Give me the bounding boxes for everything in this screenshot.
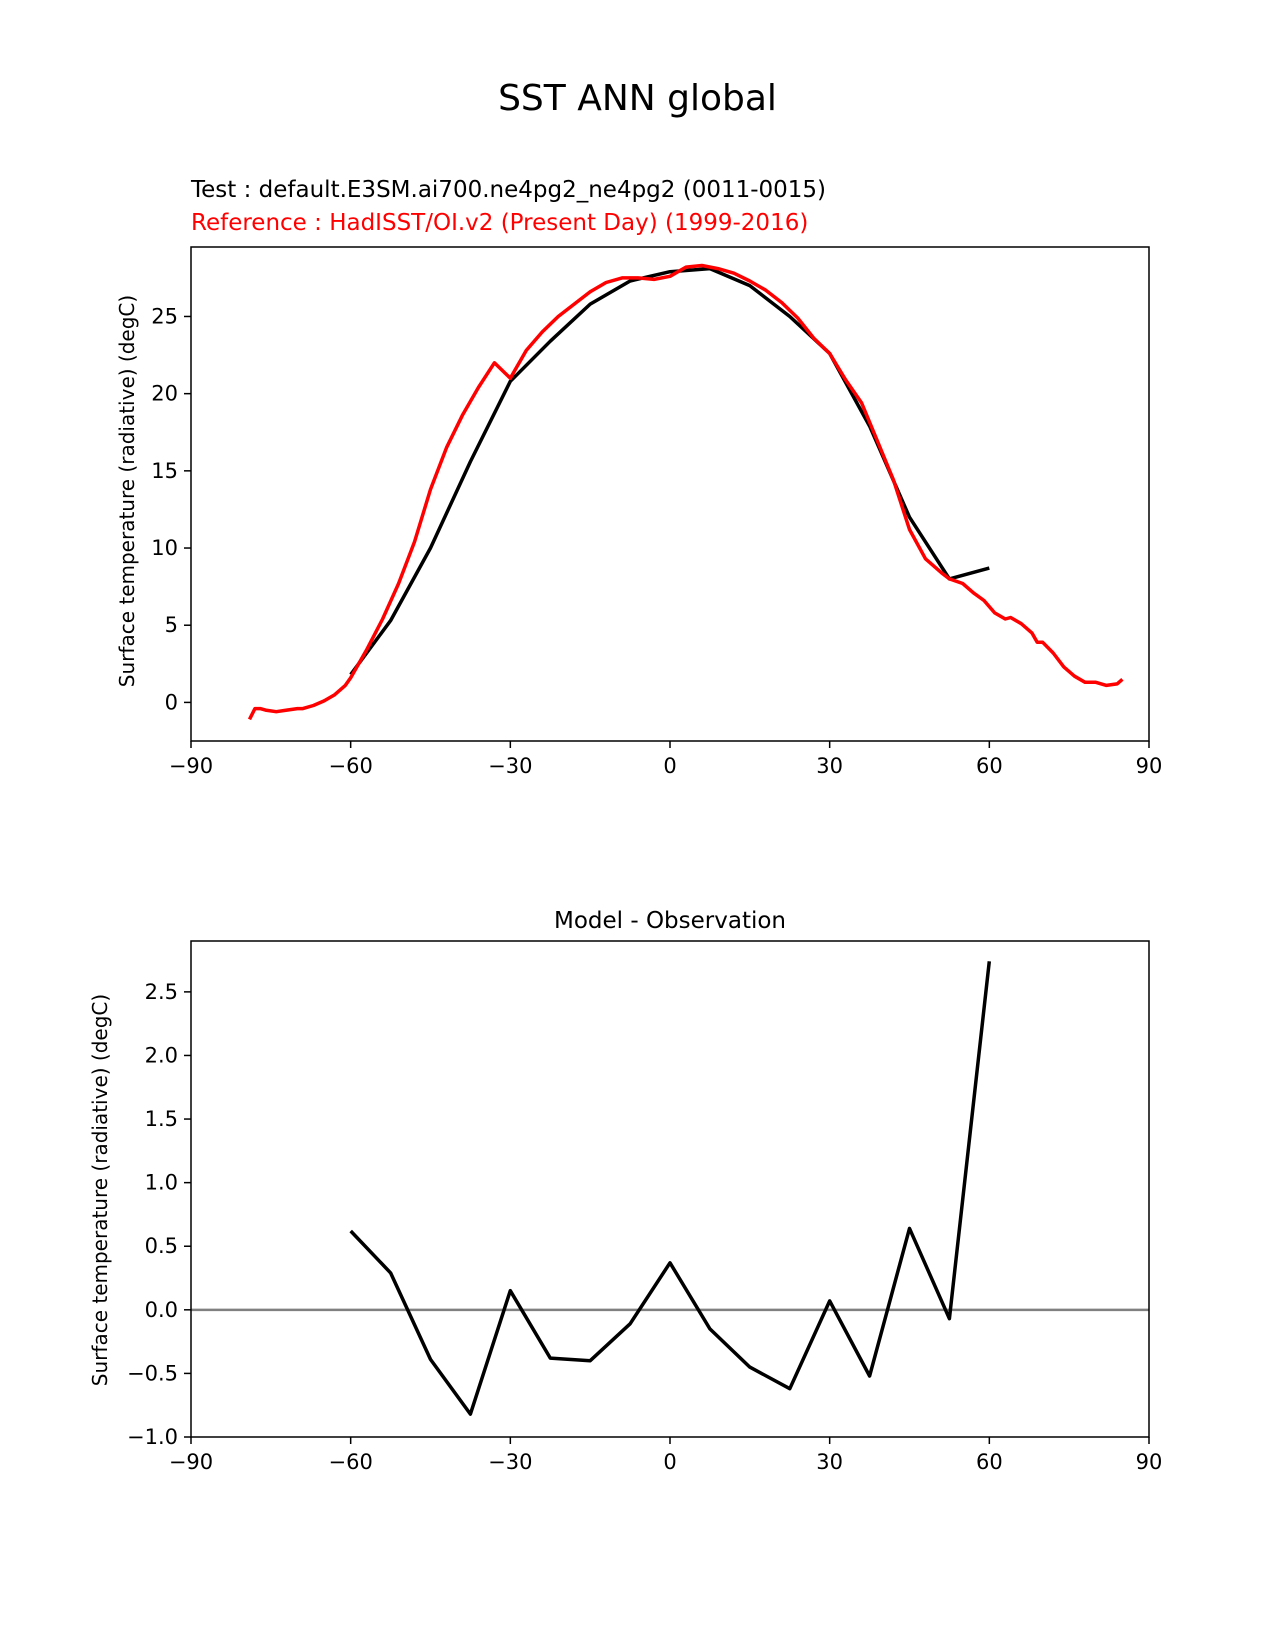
x-tick-label: 60 — [976, 754, 1003, 778]
x-tick-label: 90 — [1136, 754, 1163, 778]
x-tick-label: −30 — [488, 1450, 532, 1474]
x-tick-label: 0 — [663, 1450, 676, 1474]
y-tick-label: 1.0 — [145, 1171, 178, 1195]
top-lines — [247, 263, 1124, 721]
x-tick-label: 90 — [1136, 1450, 1163, 1474]
x-tick-label: 30 — [816, 1450, 843, 1474]
bottom-plot: Model - Observation Surface temperature … — [88, 908, 1162, 1474]
bottom-axes-frame — [190, 940, 1150, 1438]
y-tick-label: −0.5 — [127, 1361, 178, 1385]
x-tick-label: −60 — [329, 1450, 373, 1474]
reference-label: Reference : HadISST/OI.v2 (Present Day) … — [191, 210, 808, 236]
y-tick-label: 25 — [151, 304, 178, 328]
bottom-ticks: −90 −60 −30 0 30 60 90 −1.0 −0.5 0.0 0.5 1.0 1.5 2.0 2… — [127, 980, 1162, 1474]
x-tick-label: −30 — [488, 754, 532, 778]
top-plot: Test : default.E3SM.ai700.ne4pg2_ne4pg2 … — [115, 177, 1162, 778]
y-tick-label: 2.5 — [145, 980, 178, 1004]
x-tick-label: 0 — [663, 754, 676, 778]
top-axes-frame — [190, 246, 1150, 742]
y-tick-label: 0 — [165, 690, 178, 714]
x-tick-label: 60 — [976, 1450, 1003, 1474]
y-tick-label: 15 — [151, 459, 178, 483]
bottom-y-axis-label: Surface temperature (radiative) (degC) — [88, 994, 112, 1386]
bottom-lines — [191, 961, 1149, 1416]
y-tick-label: 10 — [151, 536, 178, 560]
reference-series-line — [247, 263, 1124, 721]
x-tick-label: −90 — [169, 1450, 213, 1474]
difference-series-line — [349, 961, 992, 1416]
test-series-line — [349, 266, 990, 676]
x-tick-label: 30 — [816, 754, 843, 778]
top-ticks: −90 −60 −30 0 30 60 90 0 5 10 15 20 25 — [151, 304, 1162, 778]
y-tick-label: 2.0 — [145, 1043, 178, 1067]
test-label: Test : default.E3SM.ai700.ne4pg2_ne4pg2 … — [190, 177, 826, 203]
y-tick-label: 5 — [165, 613, 178, 637]
y-tick-label: 0.5 — [145, 1234, 178, 1258]
y-tick-label: 1.5 — [145, 1107, 178, 1131]
y-tick-label: 20 — [151, 382, 178, 406]
figure-title: SST ANN global — [498, 78, 777, 119]
x-tick-label: −60 — [329, 754, 373, 778]
top-y-axis-label: Surface temperature (radiative) (degC) — [115, 295, 139, 687]
y-tick-label: 0.0 — [145, 1298, 178, 1322]
x-tick-label: −90 — [169, 754, 213, 778]
y-tick-label: −1.0 — [127, 1425, 178, 1449]
bottom-plot-title: Model - Observation — [554, 908, 786, 934]
